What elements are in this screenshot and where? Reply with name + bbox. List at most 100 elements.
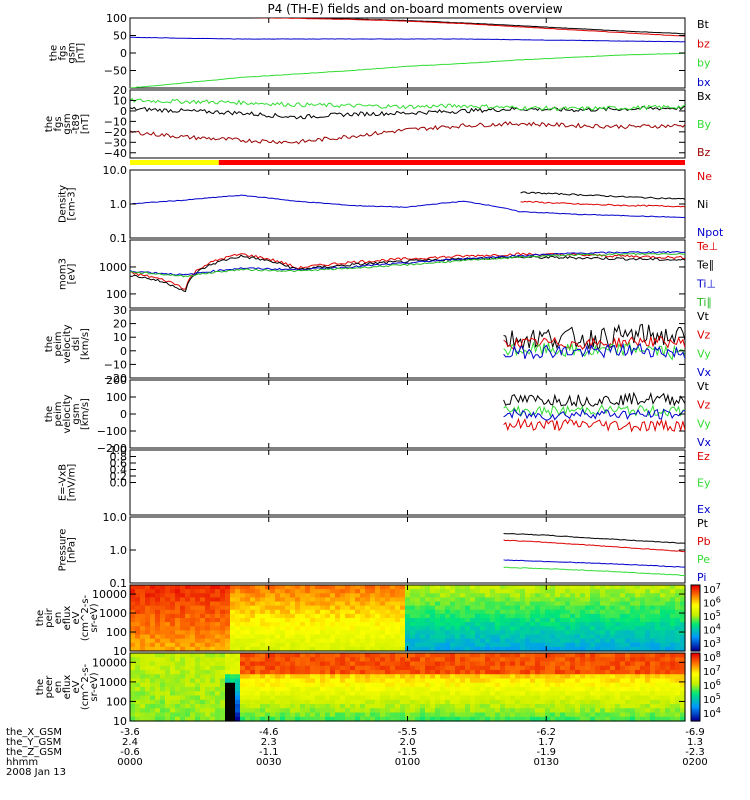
heat-cell-9 — [220, 695, 226, 701]
heat-cell-9 — [380, 670, 386, 675]
heat-cell-9 — [485, 716, 491, 722]
heat-cell-8 — [595, 646, 601, 652]
heat-cell-9 — [535, 712, 541, 718]
heat-cell-9 — [190, 661, 196, 667]
heat-cell-9 — [520, 653, 526, 658]
heat-cell-9 — [600, 674, 606, 680]
heat-cell-9 — [180, 657, 186, 663]
heat-cell-9 — [245, 674, 251, 680]
heat-cell-9 — [270, 653, 276, 658]
heat-cell-9 — [565, 695, 571, 701]
heat-cell-8 — [605, 642, 611, 648]
heat-cell-8 — [240, 646, 246, 652]
heat-cell-9 — [290, 661, 296, 667]
heat-cell-9 — [525, 716, 531, 722]
heat-cell-9 — [420, 670, 426, 675]
heat-cell-8 — [275, 622, 281, 627]
ephem-value-0-2: -5.5 — [398, 727, 418, 738]
heat-cell-9 — [310, 691, 316, 697]
heat-cell-8 — [620, 585, 626, 590]
heat-cell-9 — [440, 691, 446, 697]
heat-cell-8 — [600, 642, 606, 648]
heat-cell-9 — [260, 699, 266, 705]
heat-cell-9 — [605, 682, 611, 688]
heat-cell-8 — [510, 646, 516, 652]
heat-cell-9 — [595, 678, 601, 684]
heat-cell-8 — [195, 626, 201, 631]
heat-cell-9 — [490, 653, 496, 658]
heat-cell-8 — [485, 626, 491, 631]
heat-cell-8 — [210, 605, 216, 611]
heat-cell-8 — [345, 630, 351, 636]
heat-cell-8 — [275, 630, 281, 636]
heat-cell-9 — [535, 674, 541, 680]
heat-cell-9 — [355, 653, 361, 658]
heat-cell-8 — [245, 646, 251, 652]
heat-cell-9 — [375, 691, 381, 697]
heat-cell-9 — [510, 657, 516, 663]
heat-cell-9 — [280, 704, 286, 709]
heat-cell-9 — [545, 708, 551, 714]
heat-cell-9 — [310, 653, 316, 658]
heat-cell-9 — [155, 695, 161, 701]
heat-cell-8 — [250, 646, 256, 652]
heat-cell-9 — [495, 670, 501, 675]
heat-cell-9 — [680, 661, 686, 667]
heat-cell-9 — [610, 699, 616, 705]
heat-cell-9 — [675, 661, 681, 667]
heat-cell-9 — [155, 661, 161, 667]
heat-cell-8 — [130, 646, 136, 652]
colorbar-cell-8 — [691, 642, 700, 645]
heat-cell-9 — [400, 657, 406, 663]
heat-cell-9 — [170, 665, 176, 671]
ytick-label-5-0: 200 — [106, 374, 127, 387]
heat-cell-9 — [325, 670, 331, 675]
heat-cell-9 — [385, 691, 391, 697]
heat-cell-9 — [225, 670, 231, 675]
heat-cell-8 — [630, 613, 636, 619]
heat-cell-9 — [465, 657, 471, 663]
heat-cell-9 — [530, 670, 536, 675]
heat-cell-8 — [525, 638, 531, 644]
heat-cell-9 — [455, 708, 461, 714]
heat-cell-9 — [235, 682, 241, 688]
heat-cell-8 — [230, 622, 236, 627]
heat-cell-9 — [490, 704, 496, 709]
heat-cell-9 — [470, 661, 476, 667]
heat-cell-8 — [155, 634, 161, 640]
heat-cell-8 — [385, 605, 391, 611]
colorbar-cell-8 — [691, 618, 700, 621]
heat-cell-8 — [485, 585, 491, 590]
heat-cell-8 — [590, 609, 596, 615]
heat-cell-9 — [400, 712, 406, 718]
heat-cell-9 — [260, 674, 266, 680]
heat-cell-8 — [540, 646, 546, 652]
heat-cell-9 — [275, 682, 281, 688]
heat-cell-8 — [570, 609, 576, 615]
heat-cell-9 — [320, 657, 326, 663]
heat-cell-9 — [225, 665, 231, 671]
heat-cell-8 — [550, 630, 556, 636]
heat-cell-8 — [130, 642, 136, 648]
colorbar-cell-8 — [691, 632, 700, 636]
heat-cell-8 — [535, 622, 541, 627]
heat-cell-9 — [405, 657, 411, 663]
heat-cell-9 — [465, 661, 471, 667]
heat-cell-8 — [210, 613, 216, 619]
heat-cell-9 — [195, 670, 201, 675]
heat-cell-9 — [130, 682, 136, 688]
heat-cell-8 — [135, 613, 141, 619]
heat-cell-8 — [585, 609, 591, 615]
heat-cell-9 — [580, 712, 586, 718]
heat-cell-9 — [285, 674, 291, 680]
heat-cell-8 — [505, 626, 511, 631]
heat-cell-9 — [195, 712, 201, 718]
heat-cell-9 — [280, 657, 286, 663]
heat-cell-8 — [220, 585, 226, 590]
heat-cell-8 — [480, 638, 486, 644]
heat-cell-8 — [195, 618, 201, 623]
heat-cell-8 — [555, 622, 561, 627]
heat-cell-9 — [240, 712, 246, 718]
heat-cell-9 — [475, 661, 481, 667]
heat-cell-8 — [220, 597, 226, 603]
